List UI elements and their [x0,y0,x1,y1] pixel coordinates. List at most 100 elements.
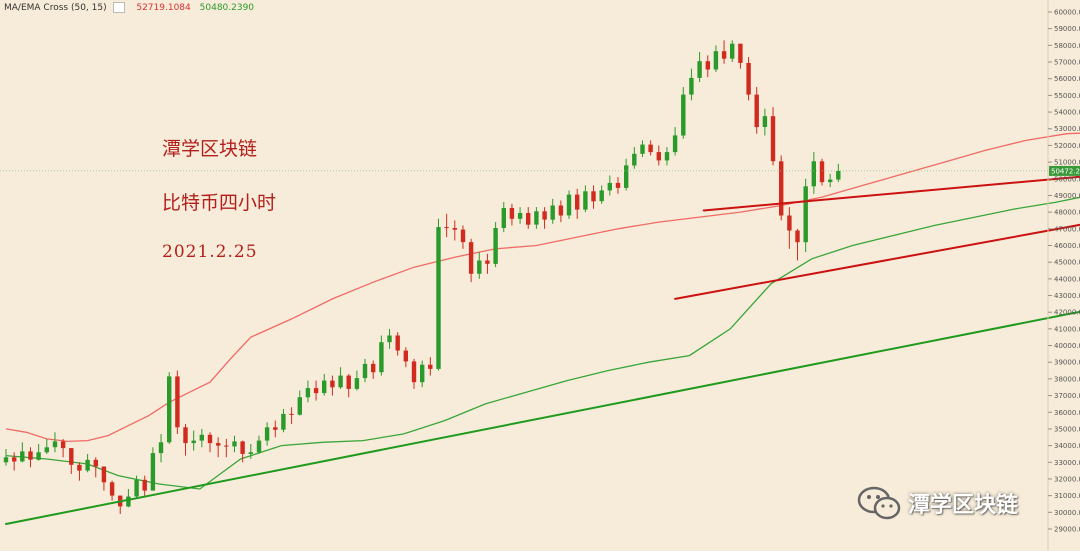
y-tick-label: 46000.00 [1054,242,1080,250]
candle-body [664,152,670,161]
candle-body [477,260,482,274]
wechat-icon [857,486,901,520]
candle [664,147,670,166]
candle [109,480,115,501]
candle-body [371,363,376,373]
candle [126,488,131,508]
candle [224,438,229,458]
candle [3,448,9,466]
candle [501,202,506,233]
candle-body [232,441,237,447]
candle [248,443,253,459]
y-tick-label: 35000.00 [1054,425,1080,433]
candle [697,52,702,83]
trendline-green-support[interactable] [5,157,1080,525]
candle-body [460,229,466,243]
trendline-wedge-upper[interactable] [702,159,1080,212]
candle [346,373,351,398]
candle [672,127,678,156]
candle-body [126,496,131,507]
candle-body [762,116,768,127]
candle [575,188,580,219]
candle-body [248,452,253,454]
candle [583,185,588,213]
candle [526,207,531,229]
candle [542,207,547,229]
candle [493,222,498,268]
candle [517,207,523,224]
candle-body [730,43,735,59]
trendlines-group [5,157,1080,525]
candle-body [828,179,833,183]
candle-body [322,380,327,394]
candle-body [289,413,294,415]
candle-body [109,482,115,496]
candle [444,213,449,238]
candle-body [142,479,147,491]
candle [819,158,825,186]
candle [395,332,400,356]
indicator-legend[interactable]: MA/EMA Cross (50, 15) 52719.1084 50480.2… [4,2,254,13]
y-tick-label: 30000.00 [1054,509,1080,517]
candle [403,347,408,368]
candle-body [575,194,580,210]
watermark-text: 潭学区块链 [908,493,1019,518]
candle [36,443,41,461]
candle-body [199,434,204,441]
indicator-label: MA/EMA Cross (50, 15) [4,3,107,13]
candle-body [52,441,58,448]
candle [656,145,661,166]
candle-body [550,205,555,220]
candle-body [558,205,564,216]
candle-body [362,363,368,379]
candle [411,358,417,389]
candle [689,68,694,101]
candle-body [444,227,449,229]
candle-body [354,378,360,389]
candle [436,218,441,371]
candle [738,43,743,69]
candle [705,55,710,78]
candle [558,200,564,223]
candle-body [20,451,25,462]
candle [101,466,107,491]
ma-line-group [5,132,1080,443]
candle [93,457,98,478]
candle [232,435,237,453]
candle-body [591,191,596,202]
candle-body [721,51,727,59]
candle-body [191,440,196,444]
candle [550,198,555,224]
candle-body [69,448,74,465]
candle [746,57,751,101]
candle [256,435,262,454]
candle-body [134,479,139,497]
candle-body [436,227,441,369]
y-tick-label: 60000.00 [1054,9,1080,17]
y-tick-label: 44000.00 [1054,275,1080,283]
candle [787,207,792,249]
y-tick-label: 47000.00 [1054,225,1080,233]
candle [20,442,25,463]
candle-body [93,459,98,467]
candle-body [101,466,107,483]
candle-body [44,447,49,453]
candle-body [672,135,678,153]
candle [44,438,49,454]
candle [28,447,33,468]
candle [142,475,147,498]
indicator-settings-icon[interactable] [113,2,126,13]
ema-line-group [5,196,1080,490]
y-tick-label: 57000.00 [1054,59,1080,67]
price-axis[interactable]: 29000.00 30000.00 31000.00 32000.00 33000.00… [1048,9,1080,534]
candle [150,447,156,491]
candle [632,147,637,169]
candle [60,438,66,458]
candle-body [534,211,539,225]
last-price-badge [1049,165,1080,176]
trendline-wedge-lower[interactable] [674,185,1080,300]
candle-body [779,161,784,216]
candle-body [207,434,213,444]
candle [754,87,759,134]
